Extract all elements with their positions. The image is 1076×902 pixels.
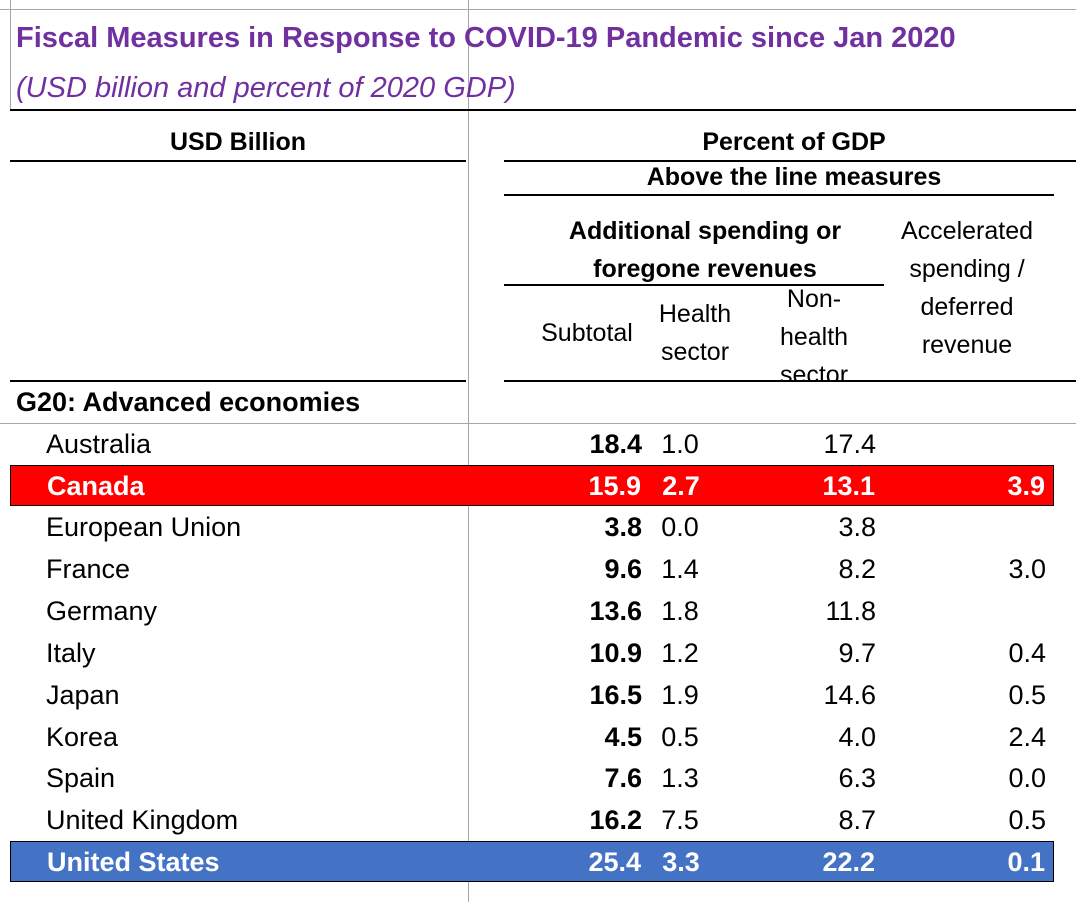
- table-row-germany[interactable]: Germany 13.6 1.8 11.8: [10, 591, 1054, 632]
- health-value: 7.5: [661, 805, 699, 835]
- health-value: 1.3: [661, 763, 699, 793]
- percent-of-gdp-header: Percent of GDP: [702, 128, 886, 156]
- country-name: Australia: [46, 429, 152, 459]
- nonhealth-value: 14.6: [823, 680, 876, 710]
- additional-spending-line2: foregone revenues: [593, 255, 817, 283]
- country-name: Italy: [46, 638, 96, 668]
- subtotal-value: 3.8: [604, 512, 642, 542]
- table-row-italy[interactable]: Italy 10.9 1.2 9.7 0.4: [10, 633, 1054, 674]
- gdp-header-rule: [504, 160, 1076, 162]
- additional-spending-line1: Additional spending or: [568, 217, 842, 245]
- grid-column-line: [10, 0, 11, 110]
- accelerated-value: 3.9: [1007, 471, 1045, 501]
- nonhealth-value: 3.8: [838, 512, 876, 542]
- accelerated-value: 0.0: [1008, 763, 1046, 793]
- subtotal-value: 16.5: [589, 680, 642, 710]
- country-name: Canada: [47, 471, 145, 501]
- table-title: Fiscal Measures in Response to COVID-19 …: [16, 22, 956, 54]
- country-name: France: [46, 554, 131, 584]
- health-value: 1.4: [661, 554, 699, 584]
- nonhealth-line1: Non-: [786, 285, 842, 313]
- header-bottom-rule-right: [504, 380, 1076, 382]
- table-row-japan[interactable]: Japan 16.5 1.9 14.6 0.5: [10, 675, 1054, 716]
- subtotal-value: 10.9: [589, 638, 642, 668]
- health-value: 2.7: [662, 471, 700, 501]
- table-row-united-kingdom[interactable]: United Kingdom 16.2 7.5 8.7 0.5: [10, 800, 1054, 841]
- additional-spending-header: Additional spending or foregone revenues: [520, 212, 890, 288]
- subtotal-value: 9.6: [604, 554, 642, 584]
- accelerated-value: 0.5: [1008, 680, 1046, 710]
- above-the-line-header: Above the line measures: [646, 163, 942, 191]
- health-value: 0.5: [661, 722, 699, 752]
- grid-row-line: [0, 9, 1076, 10]
- nonhealth-value: 6.3: [838, 763, 876, 793]
- accelerated-value: 0.5: [1008, 805, 1046, 835]
- nonhealth-value: 9.7: [838, 638, 876, 668]
- table-row-france[interactable]: France 9.6 1.4 8.2 3.0: [10, 549, 1054, 590]
- accelerated-line4: revenue: [921, 331, 1013, 359]
- health-sector-header: Health sector: [644, 295, 746, 371]
- table-row-canada[interactable]: Canada 15.9 2.7 13.1 3.9: [10, 465, 1054, 506]
- subtotal-value: 15.9: [588, 471, 641, 501]
- usd-billion-header: USD Billion: [169, 128, 307, 156]
- subtotal-value: 7.6: [604, 763, 642, 793]
- subtotal-value: 16.2: [589, 805, 642, 835]
- accelerated-value: 0.4: [1008, 638, 1046, 668]
- additional-spending-rule: [504, 284, 884, 286]
- table-row-european-union[interactable]: European Union 3.8 0.0 3.8: [10, 507, 1054, 548]
- health-value: 1.9: [661, 680, 699, 710]
- grid-column-line: [468, 0, 469, 902]
- nonhealth-value: 8.2: [838, 554, 876, 584]
- table-row-australia[interactable]: Australia 18.4 1.0 17.4: [10, 424, 1054, 465]
- nonhealth-value: 22.2: [822, 847, 875, 877]
- above-line-rule: [504, 194, 1054, 196]
- health-value: 1.8: [661, 596, 699, 626]
- country-name: European Union: [46, 512, 242, 542]
- subtotal-value: 18.4: [589, 429, 642, 459]
- table-subtitle: (USD billion and percent of 2020 GDP): [16, 72, 516, 104]
- nonhealth-line2: health: [779, 323, 849, 351]
- table-row-korea[interactable]: Korea 4.5 0.5 4.0 2.4: [10, 717, 1054, 758]
- nonhealth-value: 17.4: [823, 429, 876, 459]
- grid-row-line: [0, 423, 1076, 424]
- health-value: 0.0: [661, 512, 699, 542]
- nonhealth-value: 4.0: [838, 722, 876, 752]
- subtotal-value: 25.4: [588, 847, 641, 877]
- nonhealth-value: 13.1: [822, 471, 875, 501]
- nonhealth-value: 8.7: [838, 805, 876, 835]
- section-label: G20: Advanced economies: [16, 387, 361, 417]
- subtotal-value: 13.6: [589, 596, 642, 626]
- accelerated-value: 2.4: [1008, 722, 1046, 752]
- country-name: Korea: [46, 722, 119, 752]
- health-line2: sector: [660, 338, 730, 366]
- accelerated-line2: spending /: [909, 255, 1025, 283]
- accelerated-line3: deferred: [920, 293, 1014, 321]
- header-bottom-rule-left: [10, 380, 466, 382]
- country-name: Japan: [46, 680, 120, 710]
- table-row-spain[interactable]: Spain 7.6 1.3 6.3 0.0: [10, 758, 1054, 799]
- subtotal-value: 4.5: [604, 722, 642, 752]
- accelerated-value: 3.0: [1008, 554, 1046, 584]
- accelerated-header: Accelerated spending / deferred revenue: [886, 212, 1048, 364]
- usd-header-rule: [10, 160, 466, 162]
- subtotal-header: Subtotal: [541, 319, 633, 347]
- country-name: Germany: [46, 596, 158, 626]
- health-line1: Health: [658, 300, 732, 328]
- country-name: United Kingdom: [46, 805, 239, 835]
- nonhealth-value: 11.8: [825, 596, 876, 626]
- nonhealth-line3: sector: [779, 361, 849, 380]
- table-row-united-states[interactable]: United States 25.4 3.3 22.2 0.1: [10, 841, 1054, 882]
- health-value: 1.0: [661, 429, 699, 459]
- country-name: Spain: [46, 763, 116, 793]
- health-value: 1.2: [661, 638, 699, 668]
- accelerated-value: 0.1: [1007, 847, 1045, 877]
- country-name: United States: [47, 847, 220, 877]
- nonhealth-sector-header: Non- health sector: [762, 280, 866, 380]
- health-value: 3.3: [662, 847, 700, 877]
- header-top-rule: [10, 109, 1076, 111]
- accelerated-line1: Accelerated: [900, 217, 1034, 245]
